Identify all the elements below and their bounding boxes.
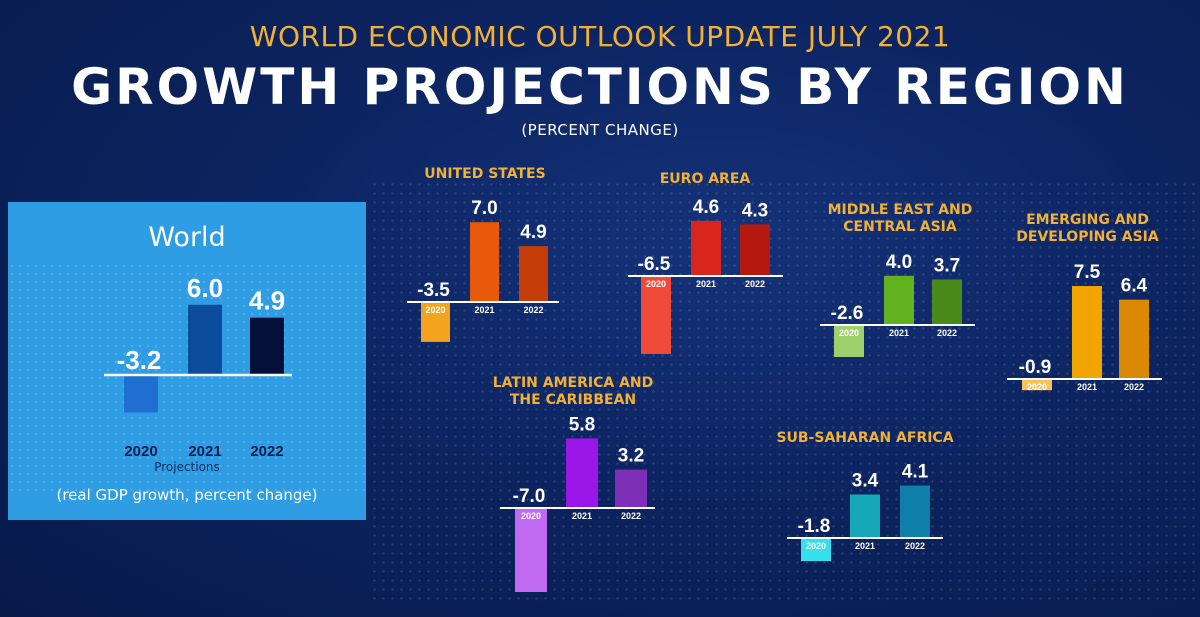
ssa-title: SUB-SAHARAN AFRICA	[776, 430, 954, 446]
ssa-year-label-2021: 2021	[855, 541, 875, 551]
supertitle: WORLD ECONOMIC OUTLOOK UPDATE JULY 2021	[249, 20, 951, 53]
mec-bar-2020	[834, 325, 864, 357]
eda-year-label-2021: 2021	[1077, 382, 1097, 392]
eda-bars: -0.9 2020 7.5 2021 6.4 2022	[1007, 262, 1162, 392]
us-bar-2021	[470, 222, 499, 302]
world-value-label-2021: 6.0	[187, 273, 223, 303]
lac-bar-2020	[515, 508, 547, 592]
ssa-bar-2021	[850, 494, 880, 538]
euro-bar-2021	[691, 220, 721, 276]
us-value-label-2022: 4.9	[520, 222, 546, 243]
world-bar-2020	[124, 375, 158, 413]
mec-value-label-2020: -2.6	[831, 303, 864, 324]
lac-bar-2021	[566, 438, 598, 508]
world-bars: -3.2 2020 6.0 2021 4.9 2022	[104, 273, 292, 460]
ssa-value-label-2020: -1.8	[798, 516, 831, 537]
lac-bars: -7.0 2020 5.8 2021 3.2 2022	[500, 414, 655, 592]
ssa-bar-2020	[801, 538, 831, 562]
world-year-label-2020: 2020	[124, 443, 157, 460]
eda-bar-2022	[1119, 299, 1149, 379]
mec-title: MIDDLE EAST AND CENTRAL ASIA	[827, 202, 973, 235]
euro-bars: -6.5 2020 4.6 2021 4.3 2022	[628, 197, 783, 354]
lac-value-label-2022: 3.2	[618, 446, 644, 467]
euro-year-label-2022: 2022	[745, 279, 765, 289]
euro-year-label-2021: 2021	[696, 279, 716, 289]
us-value-label-2020: -3.5	[417, 280, 450, 301]
us-title: UNITED STATES	[424, 166, 546, 182]
euro-bar-2020	[641, 276, 671, 354]
mec-value-label-2021: 4.0	[886, 252, 912, 273]
ssa-bars: -1.8 2020 3.4 2021 4.1 2022	[787, 462, 943, 562]
gdp-note: (real GDP growth, percent change)	[56, 486, 318, 504]
lac-year-label-2020: 2020	[521, 511, 541, 521]
us-bar-2020	[421, 302, 450, 342]
world-panel: World -3.2 2020 6.0 2021 4.9 2022 Projections…	[8, 202, 366, 520]
lac-value-label-2020: -7.0	[513, 486, 546, 507]
lac-title: LATIN AMERICA AND THE CARIBBEAN	[492, 375, 654, 408]
mec-year-label-2020: 2020	[839, 328, 859, 338]
euro-value-label-2020: -6.5	[638, 254, 671, 275]
world-panel-map-dots	[8, 262, 366, 492]
euro-bar-2022	[740, 224, 770, 276]
ssa-bar-2022	[900, 485, 930, 538]
ssa-value-label-2022: 4.1	[902, 462, 929, 483]
mec-year-label-2022: 2022	[937, 328, 957, 338]
eda-bar-2020	[1022, 379, 1052, 391]
us-bar-2022	[519, 246, 548, 302]
us-year-label-2021: 2021	[474, 305, 494, 315]
euro-year-label-2020: 2020	[646, 279, 666, 289]
euro-value-label-2021: 4.6	[693, 197, 719, 218]
lac-year-label-2022: 2022	[621, 511, 641, 521]
euro-title: EURO AREA	[659, 171, 751, 187]
main-title: GROWTH PROJECTIONS BY REGION	[71, 58, 1129, 116]
eda-year-label-2020: 2020	[1027, 382, 1047, 392]
us-bars: -3.5 2020 7.0 2021 4.9 2022	[407, 198, 559, 342]
us-value-label-2021: 7.0	[471, 198, 497, 219]
world-chart: -3.2 2020 6.0 2021 4.9 2022	[104, 273, 292, 460]
projections-note: Projections	[154, 460, 220, 474]
world-bar-2022	[250, 317, 284, 375]
subtitle: (PERCENT CHANGE)	[521, 121, 679, 139]
eda-value-label-2021: 7.5	[1074, 262, 1101, 283]
mec-bars: -2.6 2020 4.0 2021 3.7 2022	[820, 252, 975, 357]
eda-title: EMERGING AND DEVELOPING ASIA	[1016, 212, 1159, 245]
us-year-label-2020: 2020	[425, 305, 445, 315]
eda-value-label-2022: 6.4	[1121, 276, 1148, 297]
mec-value-label-2022: 3.7	[934, 255, 960, 276]
lac-year-label-2021: 2021	[572, 511, 592, 521]
world-value-label-2022: 4.9	[249, 286, 285, 316]
mec-bar-2022	[932, 279, 962, 325]
world-panel-title: World	[148, 222, 226, 253]
euro-value-label-2022: 4.3	[742, 200, 768, 221]
world-year-label-2021: 2021	[188, 443, 221, 460]
ssa-year-label-2022: 2022	[905, 541, 925, 551]
ssa-year-label-2020: 2020	[806, 541, 826, 551]
eda-year-label-2022: 2022	[1124, 382, 1144, 392]
us-year-label-2022: 2022	[523, 305, 543, 315]
world-value-label-2020: -3.2	[117, 345, 162, 375]
mec-bar-2021	[884, 275, 914, 325]
lac-value-label-2021: 5.8	[569, 414, 595, 435]
eda-value-label-2020: -0.9	[1019, 357, 1052, 378]
world-bar-2021	[188, 304, 222, 375]
mec-year-label-2021: 2021	[889, 328, 909, 338]
lac-bar-2022	[615, 469, 647, 508]
eda-bar-2021	[1072, 286, 1102, 379]
ssa-value-label-2021: 3.4	[852, 470, 879, 491]
world-year-label-2022: 2022	[250, 443, 283, 460]
